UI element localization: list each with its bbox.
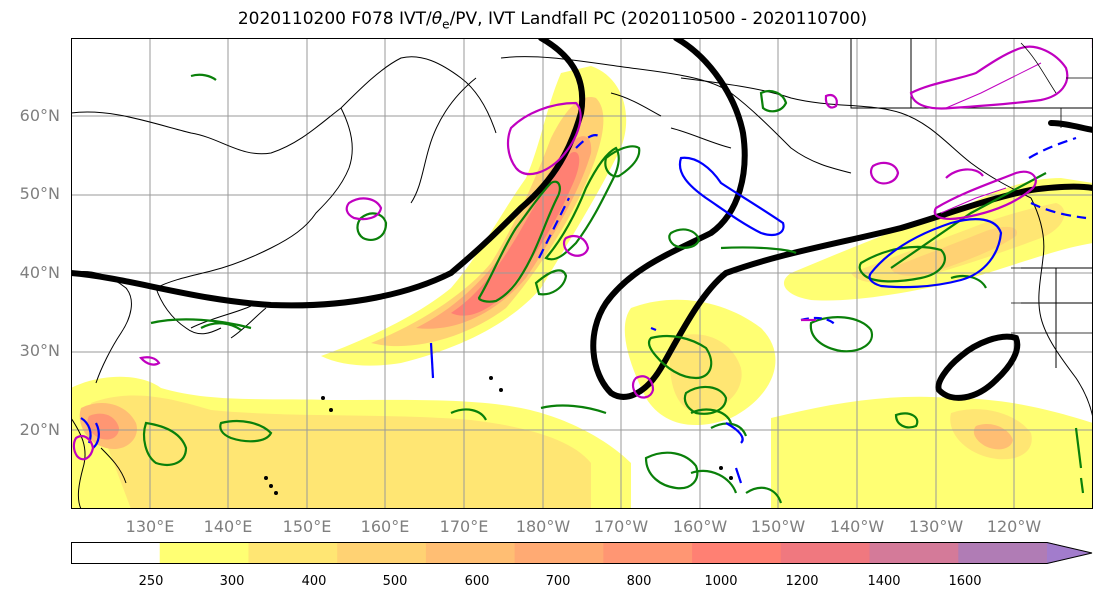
figure-title: 2020110200 F078 IVT/θe/PV, IVT Landfall … [237,9,868,32]
colorbar-swatch [869,542,959,564]
colorbar-swatch [71,542,161,564]
lon-label: 140°E [203,517,253,536]
lon-label: 180°W [515,517,571,536]
lon-label: 160°W [672,517,728,536]
lon-label: 150°E [282,517,332,536]
colorbar-swatch [780,542,871,564]
lat-label: 50°N [19,184,60,203]
lon-label: 150°W [750,517,806,536]
lon-label: 130°W [908,517,964,536]
lon-label: 120°W [986,517,1042,536]
colorbar-tick: 1200 [785,574,819,589]
colorbar-swatch [337,542,427,564]
colorbar-swatch [1047,542,1092,564]
lat-label: 30°N [19,341,60,360]
country-borders [1011,42,1093,334]
lon-label: 140°W [829,517,885,536]
colorbar-tick: 600 [464,574,490,589]
colorbar-swatch [603,542,693,564]
lon-label: 170°W [593,517,649,536]
colorbar-tick: 500 [382,574,408,589]
colorbar-swatch [159,542,249,564]
lat-label: 60°N [19,106,60,125]
colorbar-tick: 800 [626,574,652,589]
map-panel [71,38,1093,509]
theta-e-green-contours [142,73,1085,504]
colorbar-swatch [692,542,782,564]
colorbar [71,542,1093,564]
colorbar-tick: 1600 [948,574,982,589]
colorbar-tick: 1000 [704,574,738,589]
colorbar-tick: 300 [219,574,245,589]
colorbar-swatch [958,542,1048,564]
lon-label: 170°E [439,517,489,536]
lon-label: 160°E [360,517,410,536]
colorbar-swatch [425,542,516,564]
colorbar-tick: 400 [301,574,327,589]
colorbar-swatch [514,542,604,564]
colorbar-tick: 1400 [867,574,901,589]
lon-label: 130°E [125,517,175,536]
lat-label: 20°N [19,420,60,439]
colorbar-tick: 250 [138,574,164,589]
colorbar-swatch [248,542,338,564]
colorbar-tick: 700 [545,574,571,589]
landfall-pc-contours [72,38,1093,461]
theta-e-blue-contours [80,134,1087,484]
lat-label: 40°N [19,263,60,282]
